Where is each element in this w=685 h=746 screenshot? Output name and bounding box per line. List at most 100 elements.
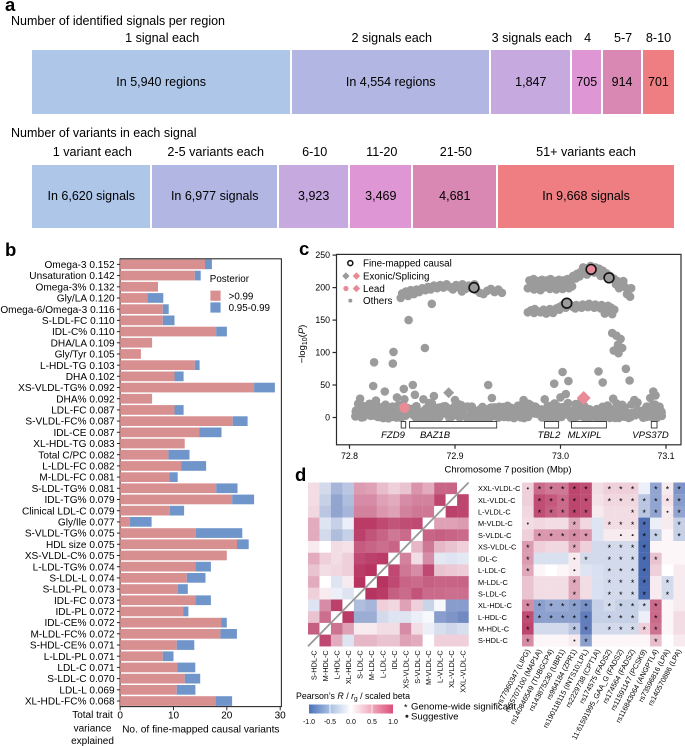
svg-text:*: * <box>654 625 658 635</box>
svg-text:150: 150 <box>315 315 330 325</box>
svg-text:*: * <box>608 567 612 577</box>
svg-text:Gly/Ile 0.077: Gly/Ile 0.077 <box>58 518 115 529</box>
svg-text:HDL size 0.075: HDL size 0.075 <box>46 540 115 551</box>
svg-text:0: 0 <box>117 711 123 722</box>
svg-text:*: * <box>549 613 553 623</box>
svg-text:*: * <box>404 703 408 713</box>
svg-text:*: * <box>608 590 612 600</box>
svg-text:Suggestive: Suggestive <box>411 712 458 723</box>
svg-text:DHA 0.102: DHA 0.102 <box>66 372 115 383</box>
svg-text:*: * <box>538 613 542 623</box>
svg-text:Total C/PC 0.082: Total C/PC 0.082 <box>38 450 115 461</box>
svg-text:XXL-VLDL-C: XXL-VLDL-C <box>478 484 521 493</box>
svg-text:*: * <box>573 520 577 530</box>
svg-text:L-LDL-PL 0.071: L-LDL-PL 0.071 <box>44 652 115 663</box>
svg-text:Omega-3% 0.132: Omega-3% 0.132 <box>35 282 115 293</box>
svg-text:XL-HDL-C: XL-HDL-C <box>344 650 353 685</box>
svg-text:XS-VLDL-C: XS-VLDL-C <box>478 543 517 552</box>
svg-text:L-VLDL-C: L-VLDL-C <box>478 508 511 517</box>
svg-text:*: * <box>573 531 577 541</box>
svg-text:L-LDL-FC 0.082: L-LDL-FC 0.082 <box>42 462 115 473</box>
svg-text:*: * <box>573 613 577 623</box>
svg-text:FZD9: FZD9 <box>381 430 405 441</box>
svg-text:*: * <box>654 508 658 518</box>
svg-text:*: * <box>677 508 681 518</box>
svg-text:*: * <box>642 590 646 600</box>
svg-text:*: * <box>631 496 635 506</box>
svg-text:M-VLDL-C: M-VLDL-C <box>478 519 513 528</box>
svg-text:*: * <box>561 508 565 518</box>
svg-text:*: * <box>654 531 658 541</box>
svg-text:MLXIPL: MLXIPL <box>568 430 602 441</box>
svg-text:TBL2: TBL2 <box>538 430 561 441</box>
svg-text:*: * <box>677 520 681 530</box>
svg-text:*: * <box>538 602 542 612</box>
svg-text:*: * <box>526 567 530 577</box>
svg-text:*: * <box>619 485 623 495</box>
svg-text:*: * <box>584 613 588 623</box>
svg-text:*: * <box>549 531 553 541</box>
svg-text:LDL-FC 0.087: LDL-FC 0.087 <box>51 406 115 417</box>
svg-text:*: * <box>619 555 623 565</box>
svg-text:*: * <box>538 496 542 506</box>
svg-text:S-HDL-CE% 0.071: S-HDL-CE% 0.071 <box>30 641 115 652</box>
svg-text:S-VLDL-C: S-VLDL-C <box>413 650 422 684</box>
svg-text:*: * <box>619 590 623 600</box>
svg-text:*: * <box>666 590 670 600</box>
svg-text:*: * <box>573 590 577 600</box>
svg-text:*: * <box>666 496 670 506</box>
svg-text:M-LDL-FC% 0.072: M-LDL-FC% 0.072 <box>30 629 115 640</box>
svg-text:XXL-VLDL-C: XXL-VLDL-C <box>459 650 468 693</box>
svg-text:*: * <box>642 555 646 565</box>
svg-text:*: * <box>642 531 646 541</box>
svg-text:0.0: 0.0 <box>346 719 356 726</box>
svg-text:*: * <box>631 578 635 588</box>
svg-text:*: * <box>631 485 635 495</box>
svg-text:*: * <box>573 602 577 612</box>
svg-text:Unsaturation 0.142: Unsaturation 0.142 <box>29 271 115 282</box>
svg-text:variance: variance <box>74 723 112 734</box>
svg-text:*: * <box>526 602 530 612</box>
svg-text:*: * <box>666 485 670 495</box>
svg-text:S-LDL-L 0.074: S-LDL-L 0.074 <box>49 574 115 585</box>
svg-text:*: * <box>549 508 553 518</box>
svg-text:XS-VLDL-C% 0.075: XS-VLDL-C% 0.075 <box>25 551 115 562</box>
svg-text:XS-VLDL-C: XS-VLDL-C <box>401 650 410 689</box>
svg-text:*: * <box>631 508 635 518</box>
svg-text:S-LDL-FC 0.110: S-LDL-FC 0.110 <box>42 316 115 327</box>
svg-text:M-VLDL-C: M-VLDL-C <box>424 650 433 685</box>
svg-text:*: * <box>677 531 681 541</box>
svg-text:10: 10 <box>168 711 180 722</box>
svg-text:S-HDL-C: S-HDL-C <box>478 636 508 645</box>
svg-text:S-HDL-C: S-HDL-C <box>310 650 319 680</box>
svg-text:L-HDL-C: L-HDL-C <box>478 613 508 622</box>
svg-text:*: * <box>538 508 542 518</box>
svg-text:73.1: 73.1 <box>657 451 674 461</box>
svg-text:*: * <box>631 613 635 623</box>
svg-text:XL-HDL-FC% 0.068: XL-HDL-FC% 0.068 <box>25 697 115 708</box>
svg-text:LDL-C 0.071: LDL-C 0.071 <box>57 663 115 674</box>
svg-text:XL-VLDL-C: XL-VLDL-C <box>478 496 516 505</box>
svg-text:IDL-C: IDL-C <box>390 650 399 670</box>
svg-text:M-LDL-C: M-LDL-C <box>367 650 376 680</box>
svg-text:>0.99: >0.99 <box>229 292 254 303</box>
svg-text:*: * <box>654 555 658 565</box>
svg-text:*: * <box>561 531 565 541</box>
svg-text:*: * <box>631 625 635 635</box>
svg-text:*: * <box>654 485 658 495</box>
svg-text:*: * <box>631 567 635 577</box>
svg-text:S-LDL-C: S-LDL-C <box>355 650 364 679</box>
svg-text:*: * <box>526 555 530 565</box>
svg-text:*: * <box>573 543 577 553</box>
svg-text:*: * <box>538 485 542 495</box>
svg-text:250: 250 <box>315 250 330 260</box>
svg-text:*: * <box>573 578 577 588</box>
svg-text:*: * <box>561 602 565 612</box>
svg-text:-1.0: -1.0 <box>303 719 315 726</box>
svg-text:*: * <box>631 520 635 530</box>
svg-text:Omega-6/Omega-3 0.116: Omega-6/Omega-3 0.116 <box>0 305 115 316</box>
svg-text:Fine-mapped causal: Fine-mapped causal <box>363 259 452 270</box>
svg-text:S-VLDL-FC% 0.087: S-VLDL-FC% 0.087 <box>25 417 115 428</box>
svg-text:*: * <box>642 543 646 553</box>
svg-text:*: * <box>619 613 623 623</box>
